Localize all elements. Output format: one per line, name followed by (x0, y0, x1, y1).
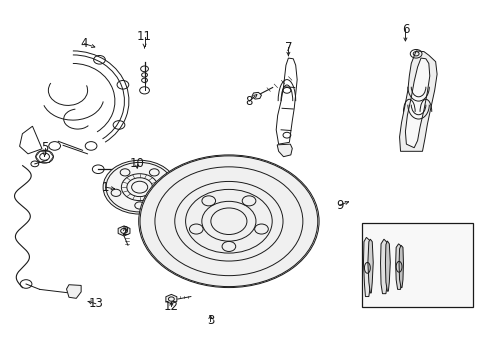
Polygon shape (398, 245, 403, 288)
Polygon shape (165, 294, 177, 304)
Polygon shape (363, 237, 370, 297)
Text: 9: 9 (335, 199, 343, 212)
Polygon shape (395, 244, 401, 289)
Polygon shape (251, 93, 261, 99)
Text: 8: 8 (245, 95, 253, 108)
Polygon shape (385, 241, 389, 291)
Polygon shape (277, 144, 292, 157)
Text: 5: 5 (41, 141, 48, 154)
Polygon shape (405, 58, 429, 148)
Circle shape (139, 155, 319, 288)
Bar (361, 223, 472, 307)
Text: 10: 10 (129, 157, 144, 170)
Text: 3: 3 (206, 314, 214, 327)
Text: 11: 11 (137, 30, 152, 43)
Circle shape (103, 160, 176, 214)
Text: 7: 7 (284, 41, 291, 54)
Polygon shape (380, 239, 387, 294)
Text: 1: 1 (102, 181, 109, 194)
Text: 13: 13 (88, 297, 103, 310)
Text: 4: 4 (81, 37, 88, 50)
Polygon shape (399, 51, 436, 151)
Text: 6: 6 (401, 23, 408, 36)
Polygon shape (66, 285, 81, 298)
Polygon shape (118, 226, 130, 236)
Text: 12: 12 (163, 300, 179, 313)
Text: 2: 2 (121, 225, 128, 238)
Polygon shape (367, 239, 372, 293)
